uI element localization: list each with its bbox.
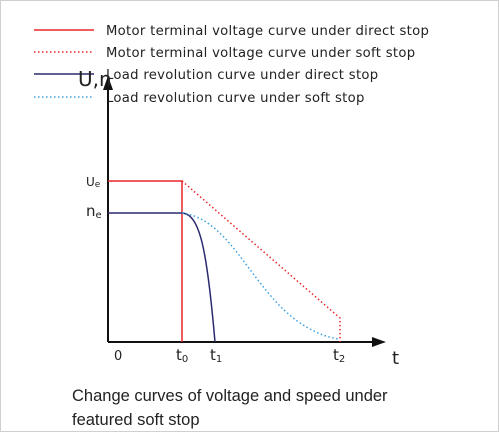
- legend-label: Motor terminal voltage curve under soft …: [106, 46, 415, 61]
- caption: featured soft stop: [72, 411, 200, 429]
- revolution-soft: [181, 212, 339, 340]
- level-label: Ue: [86, 175, 101, 190]
- voltage-soft: [181, 180, 341, 342]
- x-axis-label: t: [392, 348, 399, 369]
- time-label: t0: [176, 346, 188, 365]
- legend-label: Load revolution curve under direct stop: [106, 68, 378, 83]
- caption: Change curves of voltage and speed under: [72, 387, 388, 405]
- revolution-direct: [108, 212, 216, 343]
- x-arrow: [372, 337, 386, 347]
- level-label: ne: [86, 202, 102, 221]
- legend-label: Motor terminal voltage curve under direc…: [106, 24, 429, 39]
- time-label: t2: [333, 346, 345, 365]
- y-axis-label: U,n: [78, 67, 112, 91]
- time-label: t1: [210, 346, 222, 365]
- origin-label: 0: [114, 349, 122, 364]
- y-arrow: [103, 76, 113, 90]
- legend-label: Load revolution curve under soft stop: [106, 91, 365, 106]
